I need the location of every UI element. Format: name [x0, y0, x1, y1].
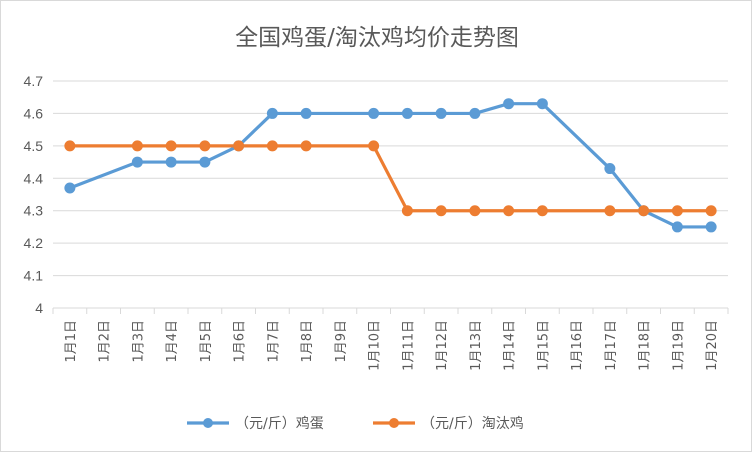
- y-tick-label: 4: [35, 300, 43, 316]
- x-tick-label: 1月14日: [503, 320, 518, 371]
- y-tick-label: 4.6: [24, 105, 44, 121]
- data-point: [401, 107, 413, 119]
- x-tick-label: 1月11日: [401, 320, 416, 371]
- series-line-0: [69, 102, 712, 229]
- x-tick-label: 1月17日: [604, 320, 619, 371]
- legend-label: （元/斤）鸡蛋: [235, 415, 324, 432]
- legend-label: （元/斤）淘汰鸡: [421, 415, 524, 432]
- data-point: [233, 140, 245, 152]
- x-tick-labels: 1月1日 1月2日 1月3日 1月4日 1月5日 1月6日 1月7日 1月8日 1月9日 1月10…: [64, 320, 720, 371]
- x-tick-label: 1月7日: [266, 320, 281, 363]
- data-point: [300, 107, 312, 119]
- data-point: [300, 140, 312, 152]
- x-tick-label: 1月12日: [435, 320, 450, 371]
- y-tick-label: 4.2: [24, 235, 44, 251]
- x-tick-label: 1月2日: [98, 320, 113, 363]
- y-tick-labels: 4 4.1 4.2 4.3 4.4 4.5 4.6 4.7: [24, 73, 44, 316]
- data-point: [705, 221, 717, 233]
- data-point: [638, 205, 650, 217]
- data-point: [469, 107, 481, 119]
- data-point: [503, 98, 515, 110]
- y-tick-label: 4.7: [24, 73, 44, 89]
- data-point: [131, 140, 143, 152]
- data-point: [604, 163, 616, 175]
- x-tick-label: 1月8日: [300, 320, 315, 363]
- data-point: [671, 221, 683, 233]
- x-tick-label: 1月20日: [705, 320, 720, 371]
- x-tick-label: 1月16日: [570, 320, 585, 371]
- y-tick-label: 4.5: [24, 138, 44, 154]
- x-axis: [52, 307, 729, 314]
- data-point: [131, 156, 143, 168]
- series-lines: [69, 102, 712, 229]
- data-point: [469, 205, 481, 217]
- y-tick-label: 4.4: [24, 170, 44, 186]
- data-point: [604, 205, 616, 217]
- x-tick-label: 1月5日: [199, 320, 214, 363]
- data-point: [199, 140, 211, 152]
- data-point: [435, 205, 447, 217]
- x-tick-label: 1月1日: [64, 320, 79, 363]
- x-tick-label: 1月4日: [165, 320, 180, 363]
- data-point: [266, 140, 278, 152]
- x-tick-label: 1月19日: [671, 320, 686, 371]
- data-point: [165, 156, 177, 168]
- legend-marker: [389, 418, 399, 428]
- chart-title: 全国鸡蛋/淘汰鸡均价走势图: [235, 25, 519, 51]
- data-point: [368, 140, 380, 152]
- x-tick-label: 1月9日: [334, 320, 349, 363]
- data-point: [536, 205, 548, 217]
- data-point: [503, 205, 515, 217]
- x-tick-label: 1月13日: [469, 320, 484, 371]
- data-point: [368, 107, 380, 119]
- legend-marker: [203, 418, 213, 428]
- data-point: [199, 156, 211, 168]
- y-tick-label: 4.3: [24, 203, 44, 219]
- x-tick-label: 1月6日: [233, 320, 248, 363]
- data-point: [435, 107, 447, 119]
- data-point: [64, 140, 76, 152]
- data-point: [165, 140, 177, 152]
- data-point: [705, 205, 717, 217]
- x-tick-label: 1月3日: [131, 320, 146, 363]
- data-point: [266, 107, 278, 119]
- legend: （元/斤）鸡蛋 （元/斤）淘汰鸡: [187, 415, 524, 432]
- x-tick-label: 1月18日: [638, 320, 653, 371]
- x-tick-label: 1月15日: [536, 320, 551, 371]
- data-point: [64, 182, 76, 194]
- data-point: [671, 205, 683, 217]
- y-tick-label: 4.1: [24, 268, 44, 284]
- data-point: [536, 98, 548, 110]
- x-tick-label: 1月10日: [368, 320, 383, 371]
- series-markers: [64, 98, 717, 233]
- data-point: [401, 205, 413, 217]
